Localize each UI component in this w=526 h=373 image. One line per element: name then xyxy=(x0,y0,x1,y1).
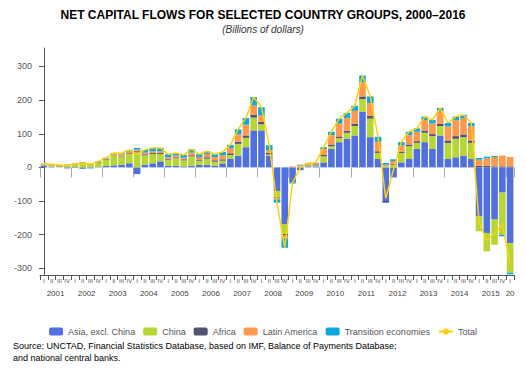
svg-text:III: III xyxy=(306,278,311,284)
svg-text:I: I xyxy=(105,278,107,284)
svg-text:I: I xyxy=(167,278,169,284)
svg-text:III: III xyxy=(461,278,466,284)
svg-text:I: I xyxy=(323,278,325,284)
svg-text:2014: 2014 xyxy=(451,289,469,298)
svg-text:III: III xyxy=(430,278,435,284)
svg-text:2006: 2006 xyxy=(202,289,220,298)
svg-text:III: III xyxy=(181,278,186,284)
svg-text:III: III xyxy=(337,278,342,284)
svg-text:and national central banks.: and national central banks. xyxy=(13,353,121,363)
svg-text:III: III xyxy=(88,278,93,284)
svg-text:II: II xyxy=(112,278,116,284)
svg-text:IV: IV xyxy=(344,278,350,284)
svg-text:III: III xyxy=(492,278,497,284)
svg-text:200: 200 xyxy=(17,95,32,105)
svg-text:IV: IV xyxy=(313,278,319,284)
svg-text:2011: 2011 xyxy=(358,289,376,298)
svg-text:I: I xyxy=(385,278,387,284)
svg-text:IV: IV xyxy=(220,278,226,284)
svg-text:II: II xyxy=(268,278,272,284)
svg-text:I: I xyxy=(416,278,418,284)
svg-text:II: II xyxy=(485,278,489,284)
svg-text:II: II xyxy=(81,278,85,284)
svg-text:I: I xyxy=(354,278,356,284)
svg-text:China: China xyxy=(162,327,186,337)
svg-text:III: III xyxy=(150,278,155,284)
svg-text:-300: -300 xyxy=(14,263,32,273)
svg-text:Africa: Africa xyxy=(213,327,236,337)
svg-text:I: I xyxy=(43,278,45,284)
svg-text:100: 100 xyxy=(17,129,32,139)
svg-text:IV: IV xyxy=(64,278,70,284)
svg-text:III: III xyxy=(212,278,217,284)
svg-text:I: I xyxy=(230,278,232,284)
svg-text:I: I xyxy=(261,278,263,284)
svg-text:2010: 2010 xyxy=(326,289,344,298)
svg-text:II: II xyxy=(236,278,240,284)
svg-text:IV: IV xyxy=(375,278,381,284)
svg-text:Transition economies: Transition economies xyxy=(345,327,431,337)
svg-text:II: II xyxy=(50,278,54,284)
svg-text:II: II xyxy=(423,278,427,284)
svg-text:Asia, excl. China: Asia, excl. China xyxy=(68,327,135,337)
svg-text:I: I xyxy=(509,278,511,284)
svg-text:III: III xyxy=(368,278,373,284)
svg-text:IV: IV xyxy=(500,278,506,284)
svg-text:I: I xyxy=(198,278,200,284)
svg-text:IV: IV xyxy=(406,278,412,284)
svg-text:IV: IV xyxy=(189,278,195,284)
svg-text:2009: 2009 xyxy=(295,289,313,298)
svg-text:IV: IV xyxy=(437,278,443,284)
svg-text:2008: 2008 xyxy=(264,289,282,298)
svg-text:II: II xyxy=(361,278,365,284)
svg-text:2002: 2002 xyxy=(78,289,96,298)
svg-text:II: II xyxy=(454,278,458,284)
svg-text:-100: -100 xyxy=(14,196,32,206)
svg-text:III: III xyxy=(243,278,248,284)
svg-text:IV: IV xyxy=(127,278,133,284)
svg-text:Total: Total xyxy=(458,327,477,337)
svg-text:III: III xyxy=(57,278,62,284)
svg-text:2013: 2013 xyxy=(420,289,438,298)
svg-text:NET CAPITAL FLOWS FOR SELECTED: NET CAPITAL FLOWS FOR SELECTED COUNTRY G… xyxy=(61,8,466,22)
svg-text:II: II xyxy=(299,278,303,284)
svg-text:2003: 2003 xyxy=(109,289,127,298)
svg-text:300: 300 xyxy=(17,61,32,71)
svg-text:0: 0 xyxy=(27,162,32,172)
svg-text:(Billions of dollars): (Billions of dollars) xyxy=(222,24,304,35)
svg-text:IV: IV xyxy=(158,278,164,284)
svg-text:I: I xyxy=(447,278,449,284)
svg-text:2007: 2007 xyxy=(233,289,251,298)
svg-text:III: III xyxy=(274,278,279,284)
svg-text:2004: 2004 xyxy=(140,289,158,298)
svg-text:II: II xyxy=(174,278,178,284)
svg-text:I: I xyxy=(74,278,76,284)
svg-text:IV: IV xyxy=(282,278,288,284)
svg-text:Latin America: Latin America xyxy=(263,327,318,337)
svg-text:I: I xyxy=(136,278,138,284)
svg-text:2012: 2012 xyxy=(389,289,407,298)
svg-text:II: II xyxy=(392,278,396,284)
svg-text:IV: IV xyxy=(95,278,101,284)
svg-text:2005: 2005 xyxy=(171,289,189,298)
svg-text:IV: IV xyxy=(251,278,257,284)
svg-text:III: III xyxy=(399,278,404,284)
svg-text:IV: IV xyxy=(468,278,474,284)
svg-text:I: I xyxy=(292,278,294,284)
svg-text:III: III xyxy=(119,278,124,284)
svg-text:20: 20 xyxy=(506,289,515,298)
svg-text:II: II xyxy=(330,278,334,284)
svg-text:II: II xyxy=(205,278,209,284)
svg-text:2015: 2015 xyxy=(482,289,500,298)
svg-text:II: II xyxy=(143,278,147,284)
svg-text:2001: 2001 xyxy=(47,289,65,298)
svg-text:-200: -200 xyxy=(14,230,32,240)
svg-text:Source: UNCTAD, Financial Stat: Source: UNCTAD, Financial Statistics Dat… xyxy=(13,341,397,351)
svg-text:I: I xyxy=(478,278,480,284)
